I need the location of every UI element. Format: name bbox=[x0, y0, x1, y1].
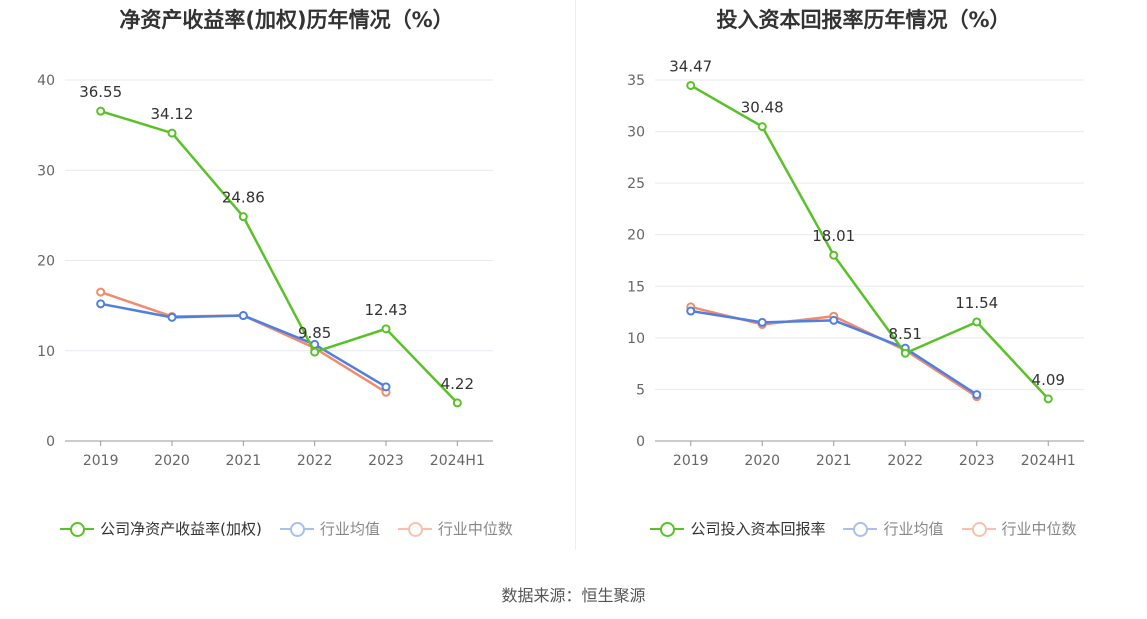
data-point-industry_avg bbox=[829, 315, 839, 325]
series-line-company bbox=[690, 84, 1050, 400]
data-point-industry_avg bbox=[238, 311, 248, 321]
legend-swatch-industry-median bbox=[961, 521, 996, 537]
data-point-industry_avg bbox=[167, 312, 177, 322]
y-tick-label: 20 bbox=[627, 228, 645, 244]
data-point-company bbox=[829, 250, 839, 260]
legend-swatch-company bbox=[650, 521, 685, 537]
data-point-company bbox=[1043, 394, 1053, 404]
legend-swatch-company bbox=[60, 521, 95, 537]
roic-chart-panel: 投入资本回报率历年情况（%） 0 5 10 15 20 25 30 35 2019 2020 202… bbox=[577, 0, 1147, 560]
legend-item-industry-median[interactable]: 行业中位数 bbox=[961, 518, 1077, 539]
data-point-company bbox=[310, 347, 320, 357]
data-label: 18.01 bbox=[812, 227, 855, 245]
legend-swatch-industry-avg bbox=[843, 521, 878, 537]
data-point-industry_avg bbox=[96, 299, 106, 309]
y-tick-label: 10 bbox=[37, 344, 55, 360]
data-point-company bbox=[972, 317, 982, 327]
roe-chart-legend: 公司净资产收益率(加权) 行业均值 行业中位数 bbox=[0, 518, 573, 539]
roe-chart-title: 净资产收益率(加权)历年情况（%） bbox=[119, 8, 454, 32]
data-label: 11.54 bbox=[955, 294, 998, 312]
x-tick-label: 2024H1 bbox=[1021, 453, 1076, 469]
data-label: 34.47 bbox=[669, 57, 712, 75]
data-point-company bbox=[381, 324, 391, 334]
data-point-industry_avg bbox=[972, 390, 982, 400]
y-tick-label: 30 bbox=[37, 163, 55, 179]
x-tick-label: 2019 bbox=[673, 453, 709, 469]
roic-chart-title: 投入资本回报率历年情况（%） bbox=[716, 8, 1011, 32]
x-tick-label: 2022 bbox=[297, 453, 333, 469]
data-label: 4.09 bbox=[1032, 371, 1065, 389]
data-label: 36.55 bbox=[79, 83, 122, 101]
data-label: 34.12 bbox=[151, 105, 194, 123]
panel-divider bbox=[575, 0, 576, 550]
legend-swatch-industry-avg bbox=[279, 521, 314, 537]
x-tick-label: 2023 bbox=[959, 453, 995, 469]
data-point-company bbox=[96, 106, 106, 116]
x-tick-label: 2019 bbox=[83, 453, 119, 469]
y-tick-label: 30 bbox=[627, 125, 645, 141]
data-point-company bbox=[757, 122, 767, 132]
data-point-company bbox=[167, 128, 177, 138]
x-tick-label: 2023 bbox=[368, 453, 404, 469]
legend-item-company-roe[interactable]: 公司净资产收益率(加权) bbox=[60, 518, 262, 539]
data-point-company bbox=[452, 398, 462, 408]
y-tick-label: 5 bbox=[636, 382, 645, 398]
legend-item-industry-median[interactable]: 行业中位数 bbox=[397, 518, 513, 539]
legend-swatch-industry-median bbox=[397, 521, 432, 537]
y-tick-label: 20 bbox=[37, 254, 55, 270]
data-point-industry_avg bbox=[757, 317, 767, 327]
legend-item-industry-avg[interactable]: 行业均值 bbox=[843, 518, 944, 539]
y-tick-label: 25 bbox=[627, 176, 645, 192]
series-line-company bbox=[100, 109, 459, 404]
legend-item-industry-avg[interactable]: 行业均值 bbox=[279, 518, 380, 539]
legend-label-industry-avg: 行业均值 bbox=[319, 520, 380, 538]
data-point-company bbox=[900, 348, 910, 358]
legend-label-company-roic: 公司投入资本回报率 bbox=[690, 520, 826, 538]
x-tick-label: 2022 bbox=[887, 453, 923, 469]
roic-chart-legend: 公司投入资本回报率 行业均值 行业中位数 bbox=[577, 518, 1147, 539]
y-tick-label: 10 bbox=[627, 331, 645, 347]
y-tick-label: 35 bbox=[627, 73, 645, 89]
legend-label-company-roe: 公司净资产收益率(加权) bbox=[100, 520, 262, 538]
x-tick-label: 2021 bbox=[816, 453, 852, 469]
data-label: 8.51 bbox=[889, 325, 922, 343]
data-label: 12.43 bbox=[365, 301, 408, 319]
y-tick-label: 0 bbox=[46, 434, 55, 450]
data-point-industry_avg bbox=[381, 382, 391, 392]
x-tick-label: 2021 bbox=[226, 453, 262, 469]
roic-chart-plot: 0 5 10 15 20 25 30 35 2019 2020 2021 2022 2023 2024H1… bbox=[627, 57, 1084, 469]
x-tick-label: 2024H1 bbox=[430, 453, 485, 469]
x-tick-label: 2020 bbox=[744, 453, 780, 469]
data-label: 30.48 bbox=[741, 99, 784, 117]
legend-label-industry-median: 行业中位数 bbox=[1001, 520, 1077, 538]
roe-chart-plot: 0 10 20 30 40 2019 2020 2021 2022 2023 2024H1 36.55… bbox=[37, 73, 493, 469]
data-source-note: 数据来源：恒生聚源 bbox=[501, 586, 646, 605]
data-label: 9.85 bbox=[298, 324, 331, 342]
data-label: 4.22 bbox=[441, 375, 474, 393]
legend-item-company-roic[interactable]: 公司投入资本回报率 bbox=[650, 518, 825, 539]
y-tick-label: 15 bbox=[627, 279, 645, 295]
data-point-company bbox=[686, 80, 696, 90]
data-label: 24.86 bbox=[222, 189, 265, 207]
data-point-industry_median bbox=[96, 287, 106, 297]
roe-chart-panel: 净资产收益率(加权)历年情况（%） 0 10 20 30 40 2019 2020 2021 2… bbox=[0, 0, 573, 560]
legend-label-industry-avg: 行业均值 bbox=[883, 520, 944, 538]
legend-label-industry-median: 行业中位数 bbox=[437, 520, 513, 538]
x-tick-label: 2020 bbox=[154, 453, 190, 469]
data-point-company bbox=[238, 212, 248, 222]
y-tick-label: 0 bbox=[636, 434, 645, 450]
y-tick-label: 40 bbox=[37, 73, 55, 89]
data-point-industry_avg bbox=[686, 306, 696, 316]
